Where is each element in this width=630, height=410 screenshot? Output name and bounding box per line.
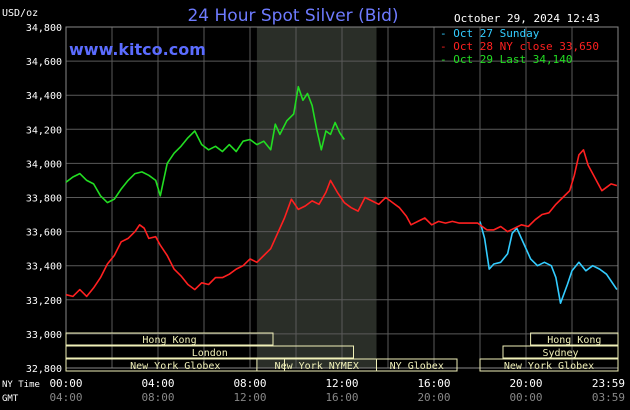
- x-tick-label-gmt: 03:59: [592, 391, 625, 404]
- session-ny-globex: NY Globex: [376, 358, 458, 372]
- x-tick-label-ny: 20:00: [509, 377, 542, 390]
- session-label: New York NYMEX: [275, 361, 359, 372]
- session-box: [376, 358, 458, 372]
- unit-label: USD/oz: [2, 8, 38, 19]
- y-tick-label: 33,600: [26, 228, 62, 239]
- session-box: [65, 345, 354, 359]
- y-tick-label: 32,800: [26, 364, 62, 375]
- session-new-york-nymex: New York NYMEX: [256, 358, 377, 372]
- session-new-york-globex: New York Globex: [65, 358, 285, 372]
- x-tick-label-gmt: 16:00: [325, 391, 358, 404]
- y-tick-label: 33,800: [26, 194, 62, 205]
- y-tick-label: 34,000: [26, 159, 62, 170]
- x-tick-label-gmt: 20:00: [417, 391, 450, 404]
- x-row-label-gmt: GMT: [2, 394, 19, 404]
- session-label: NY Globex: [390, 361, 444, 372]
- session-box: [479, 358, 619, 372]
- legend-entry: - Oct 29 Last 34,140: [440, 53, 572, 66]
- session-london: London: [65, 345, 354, 359]
- plot-frame: [65, 26, 619, 369]
- x-tick-label-ny: 16:00: [417, 377, 450, 390]
- x-tick-label-ny: 00:00: [49, 377, 82, 390]
- y-tick-label: 34,800: [26, 23, 62, 34]
- session-box: [530, 332, 619, 346]
- x-tick-label-ny: 23:59: [592, 377, 625, 390]
- y-tick-label: 33,000: [26, 330, 62, 341]
- y-tick-label: 34,600: [26, 57, 62, 68]
- session-box: [502, 345, 619, 359]
- x-tick-label-gmt: 00:00: [509, 391, 542, 404]
- x-tick-label-ny: 04:00: [141, 377, 174, 390]
- session-label: Hong Kong: [142, 335, 196, 346]
- session-box: [65, 332, 274, 346]
- session-label: Sydney: [542, 348, 578, 359]
- legend: - Oct 27 Sunday- Oct 28 NY close 33,650-…: [440, 27, 599, 66]
- session-box: [65, 358, 285, 372]
- series-line-1: [479, 221, 618, 304]
- x-tick-labels: 00:0004:0004:0008:0008:0012:0012:0016:00…: [49, 377, 625, 404]
- y-tick-labels: 34,800 34,600 34,400 34,200 34,000 33,800 33,6…: [26, 23, 62, 375]
- session-sydney: Sydney: [502, 345, 619, 359]
- legend-entry: - Oct 28 NY close 33,650: [440, 40, 599, 53]
- session-label: New York Globex: [504, 361, 594, 372]
- session-label: London: [192, 348, 228, 359]
- y-tick-label: 33,400: [26, 262, 62, 273]
- watermark: www.kitco.com: [69, 40, 206, 59]
- y-tick-label: 34,200: [26, 125, 62, 136]
- grid-lines: [65, 26, 619, 369]
- session-label: Hong Kong: [547, 335, 601, 346]
- x-tick-label-gmt: 04:00: [49, 391, 82, 404]
- chart-title: 24 Hour Spot Silver (Bid): [187, 6, 398, 26]
- y-tick-label: 34,400: [26, 91, 62, 102]
- trading-sessions: Hong Kong London New York Globex New York N…: [65, 332, 619, 372]
- x-tick-label-ny: 08:00: [233, 377, 266, 390]
- x-tick-label-gmt: 12:00: [233, 391, 266, 404]
- x-tick-label-ny: 12:00: [325, 377, 358, 390]
- session-label: New York Globex: [130, 361, 220, 372]
- y-tick-label: 33,200: [26, 296, 62, 307]
- x-row-label-ny: NY Time: [2, 380, 40, 390]
- timestamp: October 29, 2024 12:43: [454, 12, 600, 25]
- legend-entry: - Oct 27 Sunday: [440, 27, 540, 40]
- session-hong-kong: Hong Kong: [530, 332, 619, 346]
- series-line-2: [65, 149, 618, 298]
- session-hong-kong: Hong Kong: [65, 332, 274, 346]
- x-tick-label-gmt: 08:00: [141, 391, 174, 404]
- session-new-york-globex: New York Globex: [479, 358, 619, 372]
- series-line-3: [65, 85, 345, 204]
- series-lines: [65, 85, 618, 304]
